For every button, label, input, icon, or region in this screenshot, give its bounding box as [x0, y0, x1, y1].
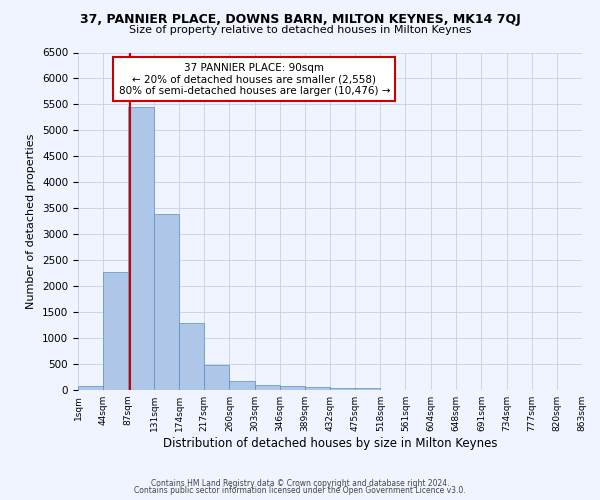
- Bar: [204, 365, 229, 390]
- Y-axis label: Number of detached properties: Number of detached properties: [26, 134, 37, 309]
- Bar: [355, 388, 380, 390]
- Bar: [103, 272, 128, 390]
- Bar: [128, 107, 154, 390]
- Bar: [254, 386, 280, 390]
- Text: Size of property relative to detached houses in Milton Keynes: Size of property relative to detached ho…: [129, 25, 471, 35]
- Bar: [229, 382, 254, 390]
- Text: 37, PANNIER PLACE, DOWNS BARN, MILTON KEYNES, MK14 7QJ: 37, PANNIER PLACE, DOWNS BARN, MILTON KE…: [80, 12, 520, 26]
- Bar: [280, 386, 305, 390]
- Bar: [305, 387, 330, 390]
- Bar: [78, 386, 103, 390]
- Text: Contains public sector information licensed under the Open Government Licence v3: Contains public sector information licen…: [134, 486, 466, 495]
- Bar: [179, 323, 204, 390]
- Text: 37 PANNIER PLACE: 90sqm
← 20% of detached houses are smaller (2,558)
80% of semi: 37 PANNIER PLACE: 90sqm ← 20% of detache…: [119, 62, 390, 96]
- Bar: [330, 388, 355, 390]
- Bar: [154, 214, 179, 390]
- X-axis label: Distribution of detached houses by size in Milton Keynes: Distribution of detached houses by size …: [163, 437, 497, 450]
- Text: Contains HM Land Registry data © Crown copyright and database right 2024.: Contains HM Land Registry data © Crown c…: [151, 478, 449, 488]
